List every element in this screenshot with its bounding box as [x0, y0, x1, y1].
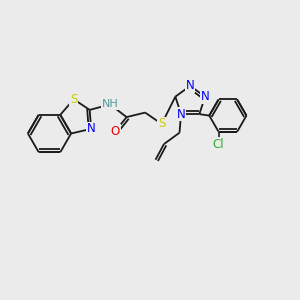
Text: NH: NH [102, 100, 118, 110]
Text: Cl: Cl [213, 138, 224, 151]
Text: S: S [158, 118, 165, 130]
Text: N: N [87, 122, 95, 135]
Text: S: S [70, 93, 77, 106]
Text: N: N [177, 108, 185, 121]
Text: N: N [201, 90, 209, 103]
Text: N: N [186, 80, 195, 92]
Text: O: O [111, 125, 120, 138]
